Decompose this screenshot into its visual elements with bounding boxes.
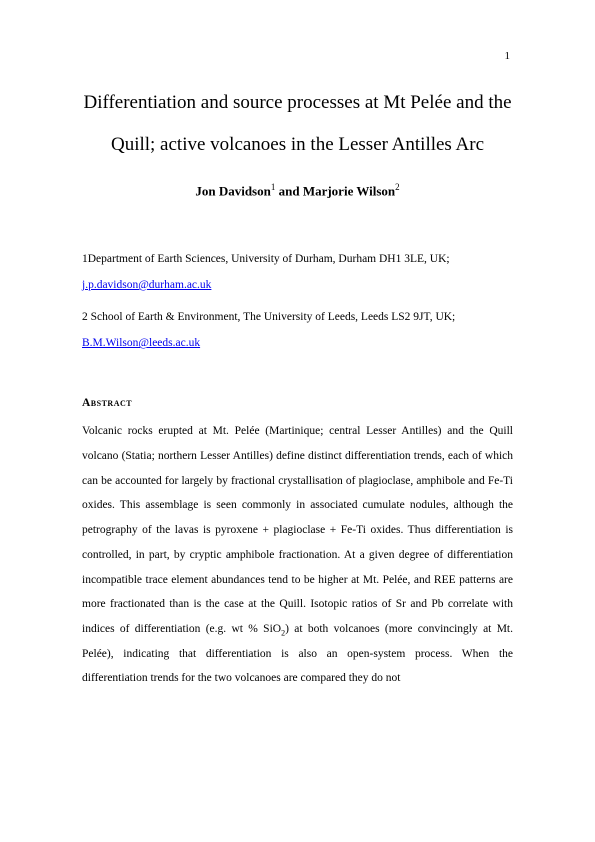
author-1-email-link[interactable]: j.p.davidson@durham.ac.uk bbox=[82, 279, 211, 291]
author-1-name: Jon Davidson bbox=[195, 183, 271, 198]
affiliation-2: 2 School of Earth & Environment, The Uni… bbox=[82, 305, 513, 329]
abstract-body: Volcanic rocks erupted at Mt. Pelée (Mar… bbox=[82, 419, 513, 691]
abstract-heading: Abstract bbox=[82, 397, 513, 409]
author-2-name: Marjorie Wilson bbox=[303, 183, 395, 198]
author-2-email-link[interactable]: B.M.Wilson@leeds.ac.uk bbox=[82, 337, 200, 349]
title-line-2: Quill; active volcanoes in the Lesser An… bbox=[111, 134, 484, 155]
author-2-affil-marker: 2 bbox=[395, 182, 400, 192]
title-line-1: Differentiation and source processes at … bbox=[83, 92, 511, 113]
authors-line: Jon Davidson1 and Marjorie Wilson2 bbox=[82, 182, 513, 199]
paper-title: Differentiation and source processes at … bbox=[82, 82, 513, 166]
page-number: 1 bbox=[505, 50, 511, 62]
affiliation-1: 1Department of Earth Sciences, Universit… bbox=[82, 247, 513, 271]
authors-conjunction: and bbox=[275, 183, 302, 198]
